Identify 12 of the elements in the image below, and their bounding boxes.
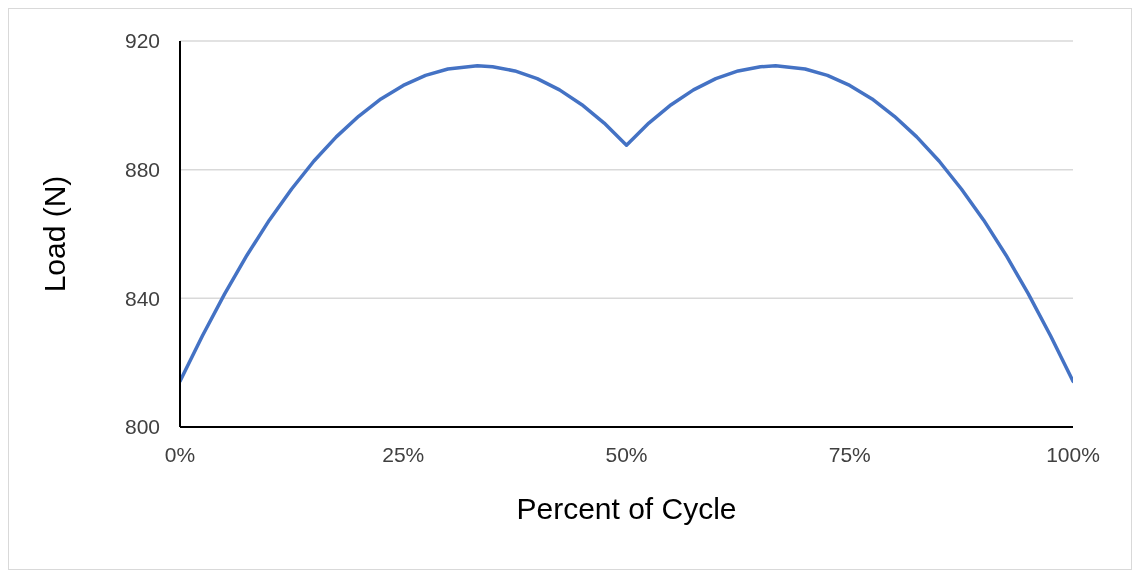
y-tick-label: 920 [124, 29, 160, 53]
y-tick-label: 880 [124, 158, 160, 182]
x-tick-label: 100% [1046, 442, 1100, 466]
x-tick-label: 25% [382, 442, 425, 466]
y-axis-title: Load (N) [37, 175, 71, 293]
x-tick-label: 0% [164, 442, 196, 466]
x-axis-title: Percent of Cycle [516, 492, 737, 525]
x-tick-label: 50% [605, 442, 648, 466]
x-tick-label: 75% [828, 442, 871, 466]
y-tick-label: 800 [124, 415, 160, 439]
y-tick-label: 840 [124, 286, 160, 310]
line-series [180, 64, 1073, 384]
